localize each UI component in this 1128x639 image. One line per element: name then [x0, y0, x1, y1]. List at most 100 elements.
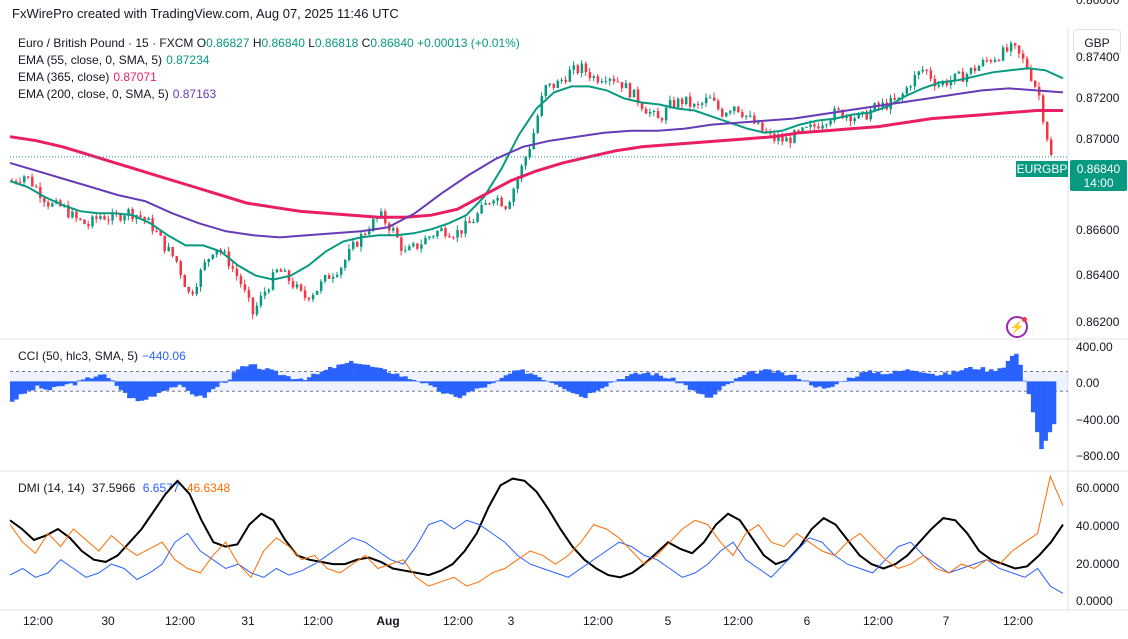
ema55-legend[interactable]: EMA (55, close, 0, SMA, 5) 0.87234	[18, 53, 210, 67]
candle-body	[737, 106, 740, 113]
cci-bar	[30, 381, 36, 391]
candle-body	[175, 256, 178, 262]
main-legend: Euro / British Pound · 15 · FXCM O0.8682…	[18, 35, 520, 103]
dmi-line	[9, 519, 1064, 594]
candle-body	[905, 87, 909, 94]
cci-bar	[227, 379, 233, 382]
candle-body	[420, 244, 423, 249]
cci-legend[interactable]: CCI (50, hlc3, SMA, 5) −440.06	[18, 349, 186, 363]
candle-body	[171, 247, 174, 257]
candle-body	[957, 71, 961, 74]
cci-bar	[440, 381, 446, 394]
candle-body	[1045, 121, 1049, 140]
cci-bar	[327, 366, 333, 382]
cci-bar	[43, 381, 48, 390]
candle-body	[536, 115, 540, 133]
cci-bar	[558, 381, 563, 387]
symbol-title[interactable]: Euro / British Pound · 15 · FXCM	[18, 36, 194, 50]
cci-bar	[148, 381, 153, 397]
candle-body	[981, 60, 985, 66]
candle-body	[745, 115, 748, 117]
candle-body	[119, 214, 122, 221]
cci-bar	[679, 381, 684, 384]
cci-bar	[804, 380, 810, 382]
cci-bar	[842, 381, 848, 383]
y-tick-label: 0.87000	[1076, 132, 1120, 146]
cci-bar	[938, 375, 944, 382]
lightning-icon[interactable]: ⚡	[1006, 316, 1028, 338]
cci-bar	[277, 375, 283, 382]
candle-body	[355, 241, 359, 247]
cci-bar	[68, 381, 74, 384]
cci-bar	[779, 372, 785, 382]
candle-body	[372, 218, 375, 231]
cci-bar	[348, 360, 354, 382]
candle-body	[953, 73, 957, 81]
candle-body	[801, 127, 804, 131]
cci-bar	[934, 375, 940, 382]
candle-body	[897, 97, 901, 100]
cci-bar	[754, 373, 760, 382]
minus-di-value: 46.6348	[186, 481, 231, 495]
cci-bar	[210, 381, 216, 390]
cci-bar	[1005, 360, 1011, 382]
candle-body	[580, 63, 584, 73]
candle-body	[167, 247, 170, 251]
candle-body	[368, 230, 371, 235]
candle-body	[1001, 47, 1005, 61]
y-tick-label: 0.00	[1076, 376, 1100, 390]
candle-body	[977, 65, 981, 71]
candle-body	[825, 124, 828, 126]
cci-bar	[562, 381, 567, 390]
candle-body	[91, 216, 94, 227]
candle-body	[713, 97, 716, 101]
ema365-legend[interactable]: EMA (365, close) 0.87071	[18, 70, 157, 84]
cci-bar	[281, 375, 287, 382]
candle-body	[644, 108, 648, 114]
candle-body	[267, 289, 271, 292]
candle-body	[781, 136, 784, 142]
candle-body	[789, 137, 792, 144]
cci-bar	[97, 374, 103, 382]
last-price: 0.86840	[1076, 162, 1121, 176]
cci-bar	[1051, 381, 1057, 425]
cci-bar	[980, 367, 986, 382]
cci-bar	[114, 381, 120, 386]
cci-bar	[432, 381, 438, 388]
cci-bar	[834, 381, 839, 385]
candle-body	[163, 235, 166, 251]
candle-body	[704, 97, 708, 104]
cci-bar	[470, 381, 475, 392]
cci-bar	[775, 370, 781, 382]
cci-bar	[466, 381, 471, 393]
candle-body	[761, 122, 764, 131]
candle-body	[684, 96, 688, 105]
candle-body	[424, 237, 427, 245]
cci-bar	[1026, 381, 1032, 395]
candle-body	[95, 216, 98, 219]
candle-body	[271, 272, 275, 290]
y-tick-label: −800.00	[1076, 449, 1120, 463]
y-tick-label: 0.0000	[1076, 594, 1113, 608]
candle-body	[283, 270, 287, 272]
candle-body	[1029, 68, 1033, 81]
candle-body	[183, 274, 186, 287]
ema-line	[9, 87, 1064, 239]
candle-body	[805, 126, 808, 128]
cci-bar	[198, 381, 203, 396]
cci-bar	[39, 381, 44, 389]
cci-bar	[185, 381, 191, 391]
cci-bar	[411, 379, 417, 382]
dmi-legend[interactable]: DMI (14, 14) 37.5966 6.6577 46.6348	[18, 481, 231, 495]
candle-body	[412, 243, 415, 247]
ema200-legend[interactable]: EMA (200, close, 0, SMA, 5) 0.87163	[18, 87, 217, 101]
cci-bar	[486, 381, 492, 385]
candle-body	[989, 60, 993, 62]
candle-body	[1013, 43, 1017, 46]
currency-button[interactable]: GBP	[1073, 29, 1121, 55]
cci-bar	[968, 366, 973, 382]
cci-bar	[1035, 381, 1040, 433]
cci-bar	[733, 378, 739, 382]
x-tick-label: 7	[943, 614, 950, 628]
